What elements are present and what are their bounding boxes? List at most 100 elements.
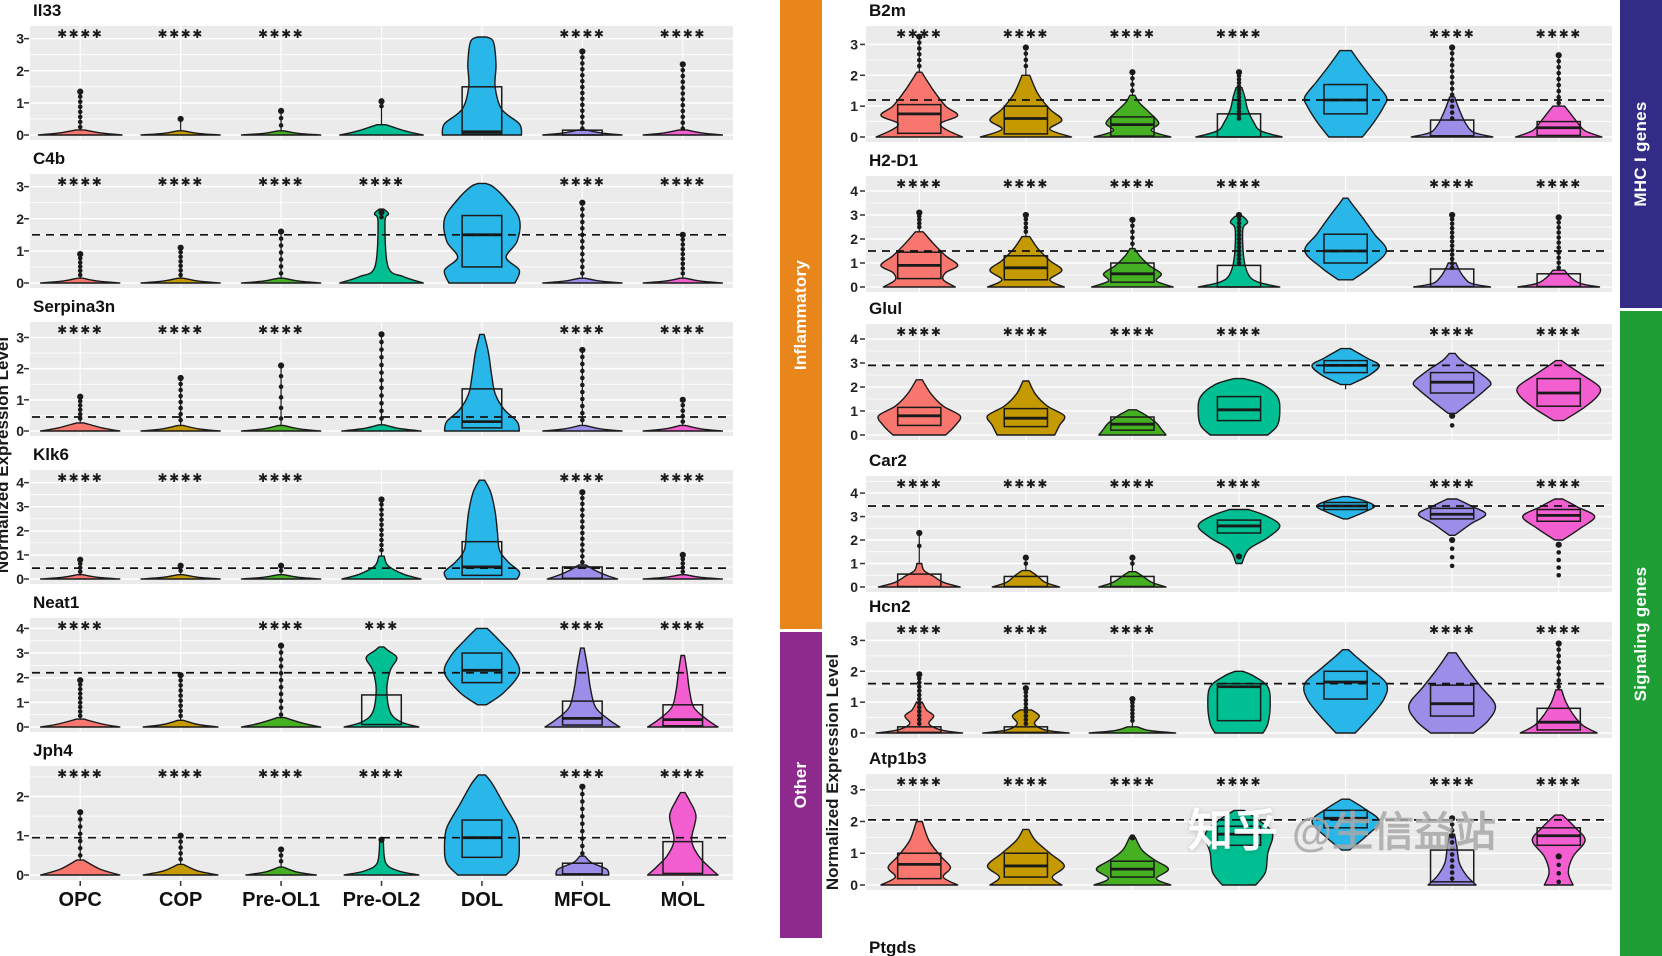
significance-stars: ✱✱✱✱	[896, 623, 942, 637]
y-tick-label: 2	[16, 670, 24, 686]
significance-stars: ✱✱✱✱	[158, 27, 204, 41]
significance-stars: ✱✱✱✱	[258, 619, 304, 633]
significance-stars: ✱✱✱✱	[1429, 27, 1475, 41]
y-tick-label: 3	[16, 499, 24, 515]
y-tick-label: 2	[16, 211, 24, 227]
panel-title-Glul: Glul	[869, 299, 902, 318]
y-tick-label: 3	[16, 31, 24, 47]
x-category-label: MOL	[661, 889, 705, 911]
x-category-label: Pre-OL2	[343, 889, 421, 911]
significance-stars: ✱✱✱✱	[896, 477, 942, 491]
y-tick-label: 0	[850, 129, 858, 145]
significance-stars: ✱✱✱✱	[1536, 775, 1582, 789]
significance-stars: ✱✱✱✱	[1429, 477, 1475, 491]
panel-title-Il33: Il33	[33, 1, 61, 20]
panel-title-H2-D1: H2-D1	[869, 151, 918, 170]
y-tick-label: 3	[850, 355, 858, 371]
significance-stars: ✱✱✱✱	[896, 27, 942, 41]
significance-stars: ✱✱✱	[364, 619, 399, 633]
significance-stars: ✱✱✱✱	[258, 471, 304, 485]
group-bar-label-inflammatory: Inflammatory	[791, 259, 810, 370]
significance-stars: ✱✱✱✱	[1003, 477, 1049, 491]
group-bar-label-other: Other	[791, 761, 810, 809]
y-tick-label: 4	[850, 331, 858, 347]
y-tick-label: 2	[850, 532, 858, 548]
y-tick-label: 0	[16, 571, 24, 587]
y-tick-label: 0	[16, 423, 24, 439]
significance-stars: ✱✱✱✱	[660, 619, 706, 633]
panel-Hcn2: ✱✱✱✱ ✱✱✱✱ ✱✱✱✱ ✱✱✱✱ ✱✱✱✱ 0 1 2 3 Hcn2	[850, 597, 1612, 741]
significance-stars: ✱✱✱✱	[158, 767, 204, 781]
significance-stars: ✱✱✱✱	[1429, 623, 1475, 637]
y-tick-label: 2	[16, 361, 24, 377]
y-tick-label: 1	[850, 556, 858, 572]
y-tick-label: 0	[850, 725, 858, 741]
x-category-label: OPC	[59, 889, 102, 911]
significance-stars: ✱✱✱✱	[559, 471, 605, 485]
y-tick-label: 3	[850, 207, 858, 223]
significance-stars: ✱✱✱✱	[258, 175, 304, 189]
significance-stars: ✱✱✱✱	[258, 323, 304, 337]
y-tick-label: 1	[16, 95, 24, 111]
group-bar-mhc-i-genes: MHC I genes	[1620, 0, 1662, 308]
panel-Glul: ✱✱✱✱ ✱✱✱✱ ✱✱✱✱ ✱✱✱✱ ✱✱✱✱ ✱✱✱✱ 0 1 2 3 4 Glul	[850, 299, 1612, 443]
significance-stars: ✱✱✱✱	[1109, 27, 1155, 41]
panel-Serpina3n: ✱✱✱✱ ✱✱✱✱ ✱✱✱✱ ✱✱✱✱ ✱✱✱✱ 0 1 2 3 Serpina3n	[16, 297, 733, 439]
significance-stars: ✱✱✱✱	[1216, 325, 1262, 339]
group-bar-label-mhc-i-genes: MHC I genes	[1631, 101, 1650, 207]
significance-stars: ✱✱✱✱	[1536, 27, 1582, 41]
significance-stars: ✱✱✱✱	[1003, 623, 1049, 637]
significance-stars: ✱✱✱✱	[1216, 775, 1262, 789]
panel-title-B2m: B2m	[869, 1, 906, 20]
significance-stars: ✱✱✱✱	[1109, 623, 1155, 637]
y-tick-label: 2	[850, 67, 858, 83]
significance-stars: ✱✱✱✱	[660, 175, 706, 189]
significance-stars: ✱✱✱✱	[1216, 27, 1262, 41]
panel-title-Serpina3n: Serpina3n	[33, 297, 115, 316]
y-tick-label: 3	[850, 36, 858, 52]
y-tick-label: 0	[850, 427, 858, 443]
x-category-label: DOL	[461, 889, 503, 911]
significance-stars: ✱✱✱✱	[1429, 325, 1475, 339]
significance-stars: ✱✱✱✱	[660, 323, 706, 337]
y-tick-label: 3	[16, 645, 24, 661]
y-tick-label: 0	[850, 579, 858, 595]
y-tick-label: 1	[16, 392, 24, 408]
x-category-label: MFOL	[554, 889, 611, 911]
panel-Il33: ✱✱✱✱ ✱✱✱✱ ✱✱✱✱ ✱✱✱✱ ✱✱✱✱ 0 1 2 3 Il33	[16, 1, 733, 143]
y-tick-label: 1	[850, 845, 858, 861]
significance-stars: ✱✱✱✱	[1536, 623, 1582, 637]
significance-stars: ✱✱✱✱	[1003, 177, 1049, 191]
significance-stars: ✱✱✱✱	[1429, 177, 1475, 191]
significance-stars: ✱✱✱✱	[1536, 477, 1582, 491]
significance-stars: ✱✱✱✱	[158, 175, 204, 189]
significance-stars: ✱✱✱✱	[660, 471, 706, 485]
x-category-label: Pre-OL1	[242, 889, 320, 911]
y-tick-label: 2	[850, 663, 858, 679]
significance-stars: ✱✱✱✱	[57, 323, 103, 337]
significance-stars: ✱✱✱✱	[1109, 325, 1155, 339]
y-tick-label: 1	[850, 98, 858, 114]
panel-title-Atp1b3: Atp1b3	[869, 749, 927, 768]
panel-Klk6: ✱✱✱✱ ✱✱✱✱ ✱✱✱✱ ✱✱✱✱ ✱✱✱✱ 0 1 2 3 4 Klk6	[16, 445, 733, 587]
y-tick-label: 3	[850, 632, 858, 648]
significance-stars: ✱✱✱✱	[258, 767, 304, 781]
y-tick-label: 4	[850, 183, 858, 199]
y-tick-label: 0	[850, 279, 858, 295]
panel-title-Jph4: Jph4	[33, 741, 73, 760]
y-tick-label: 3	[850, 509, 858, 525]
panel-title-Neat1: Neat1	[33, 593, 79, 612]
significance-stars: ✱✱✱✱	[358, 767, 404, 781]
panel-Atp1b3: ✱✱✱✱ ✱✱✱✱ ✱✱✱✱ ✱✱✱✱ ✱✱✱✱ ✱✱✱✱ 0 1 2 3 Atp1b3	[850, 749, 1612, 893]
panel-Car2: ✱✱✱✱ ✱✱✱✱ ✱✱✱✱ ✱✱✱✱ ✱✱✱✱ ✱✱✱✱ 0 1 2 3 4 Car2	[850, 451, 1612, 595]
significance-stars: ✱✱✱✱	[896, 775, 942, 789]
panel-title-Klk6: Klk6	[33, 445, 69, 464]
y-tick-label: 4	[850, 485, 858, 501]
y-tick-label: 4	[16, 475, 24, 491]
panel-C4b: ✱✱✱✱ ✱✱✱✱ ✱✱✱✱ ✱✱✱✱ ✱✱✱✱ ✱✱✱✱ 0 1 2 3 C4b	[16, 149, 733, 291]
y-axis-label-right: Normalized Expression Level	[823, 653, 842, 891]
significance-stars: ✱✱✱✱	[57, 767, 103, 781]
significance-stars: ✱✱✱✱	[559, 619, 605, 633]
